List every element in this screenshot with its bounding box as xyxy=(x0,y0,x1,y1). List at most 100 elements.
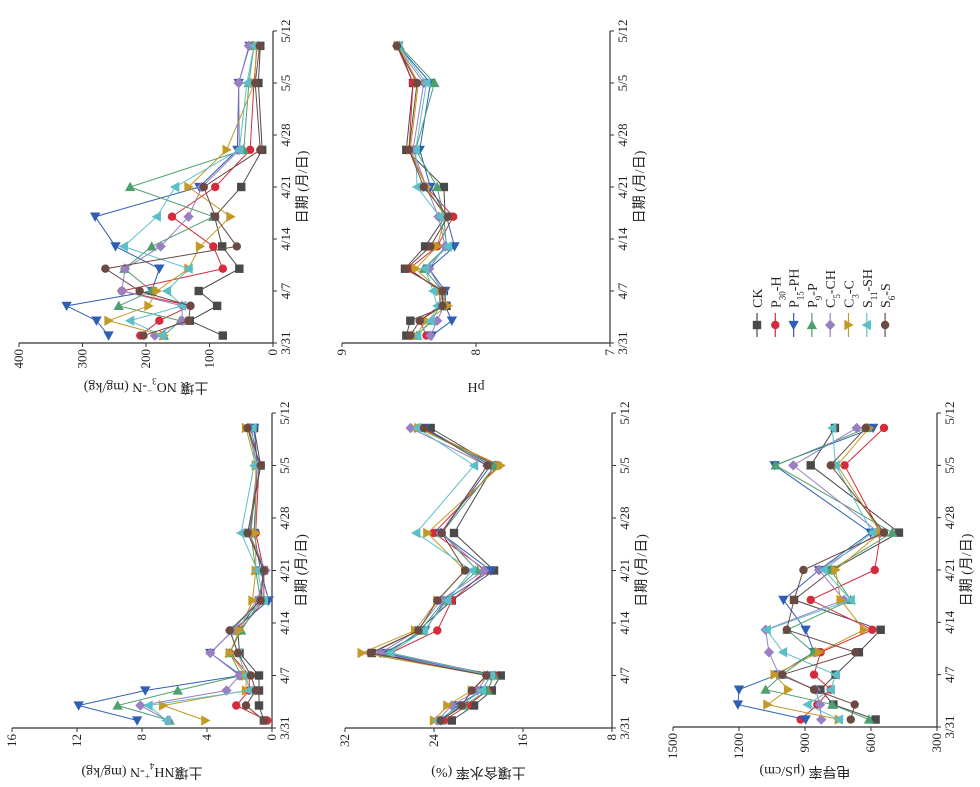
data-point xyxy=(404,145,414,155)
data-point xyxy=(438,286,447,296)
legend-item: S11-SH xyxy=(861,269,879,337)
x-tick-label: 4/21 xyxy=(617,559,632,582)
data-point xyxy=(496,460,506,471)
data-point xyxy=(871,715,880,724)
x-tick-label: 4/7 xyxy=(942,666,957,683)
data-point xyxy=(152,285,162,297)
legend-label-sub: 15 xyxy=(796,291,806,301)
data-point xyxy=(827,699,838,709)
y-axis-title: 土壤 NO3 −-N (mg/kg) xyxy=(83,376,208,396)
data-point xyxy=(438,301,447,311)
data-point xyxy=(233,77,244,89)
series-line xyxy=(368,427,489,721)
legend-item: P30-H xyxy=(769,276,787,337)
legend-marker xyxy=(752,320,762,330)
legend-label: C3-C xyxy=(843,280,861,308)
data-point xyxy=(814,699,826,710)
data-point xyxy=(870,565,879,575)
data-point xyxy=(879,423,889,433)
data-point xyxy=(443,300,454,312)
data-point xyxy=(218,331,228,340)
x-tick-label: 3/31 xyxy=(615,331,630,354)
y-axis-title: 电导率 (μS/cm) xyxy=(759,763,850,780)
x-tick-label: 4/14 xyxy=(617,611,632,635)
data-point xyxy=(248,40,259,52)
panel-ec: 3/31 4/7 4/14 4/21 4/28 5/5 5/12 300 600 900 1200 1… xyxy=(665,401,975,780)
y-tick-label: 8 xyxy=(468,349,483,356)
y-axis-title-sub: 4 xyxy=(149,761,154,771)
data-point xyxy=(256,145,265,155)
data-point xyxy=(770,460,781,470)
series-S11-SH xyxy=(118,40,259,341)
data-point xyxy=(406,316,415,325)
y-tick-label: 32 xyxy=(337,734,352,747)
data-point xyxy=(194,286,203,296)
y-tick-label: 300 xyxy=(929,733,944,753)
data-point xyxy=(218,264,228,273)
data-point xyxy=(427,285,438,297)
data-point xyxy=(256,596,265,605)
data-point xyxy=(176,300,187,312)
data-point xyxy=(139,331,148,340)
data-point xyxy=(167,212,177,221)
data-point xyxy=(818,564,829,576)
legend-label-base: P xyxy=(806,300,821,308)
x-tick-label: 5/12 xyxy=(617,401,632,424)
data-point xyxy=(433,626,442,635)
data-point xyxy=(863,714,875,724)
data-point xyxy=(415,316,424,325)
y-tick-label: 200 xyxy=(138,349,153,369)
data-point xyxy=(443,212,453,221)
data-point xyxy=(868,625,877,635)
x-axis-title: 日期 (月/日) xyxy=(634,534,650,607)
legend-label-tail: -SH xyxy=(861,269,876,292)
data-point xyxy=(410,144,420,156)
data-point xyxy=(154,264,165,274)
series-S6-S xyxy=(366,423,492,725)
data-point xyxy=(770,669,780,680)
x-tick-label: 5/5 xyxy=(278,75,293,92)
series-line xyxy=(379,427,489,721)
data-point xyxy=(482,671,491,680)
legend-label-tail: -CH xyxy=(824,270,839,294)
y-tick-label: 9 xyxy=(334,349,349,356)
data-point xyxy=(161,285,172,297)
data-point xyxy=(446,316,458,326)
legend-label-base: P xyxy=(788,300,803,308)
data-point xyxy=(761,624,771,636)
data-point xyxy=(116,285,128,297)
x-axis-title: 日期 (月/日) xyxy=(632,150,648,223)
y-tick-label: 1500 xyxy=(665,733,680,759)
legend-label: P15-PH xyxy=(788,269,806,308)
data-point xyxy=(809,670,819,679)
data-point xyxy=(777,647,788,658)
y-axis-title-sup: − xyxy=(147,386,152,396)
data-point xyxy=(135,700,146,711)
legend-label-sub: 9 xyxy=(814,295,824,300)
legend-marker xyxy=(788,320,799,331)
data-point xyxy=(184,316,193,325)
data-point xyxy=(161,715,171,726)
data-point xyxy=(110,242,121,252)
data-point xyxy=(867,527,877,538)
legend-marker xyxy=(806,319,818,330)
panel-moisture: 3/31 4/7 4/14 4/21 4/28 5/5 5/12 8 16 24 32 日期 (月/日… xyxy=(337,401,650,781)
data-point xyxy=(814,647,825,658)
x-axis-title: 日期 (月/日) xyxy=(294,534,310,607)
x-tick-label: 4/14 xyxy=(615,227,630,251)
data-point xyxy=(419,182,428,192)
data-point xyxy=(483,461,492,470)
legend-label-sub: 11 xyxy=(869,292,879,301)
data-point xyxy=(468,460,479,471)
x-tick-label: 4/7 xyxy=(277,667,292,684)
data-point xyxy=(247,422,257,434)
data-point xyxy=(799,565,808,575)
data-point xyxy=(392,41,402,51)
data-point xyxy=(778,670,787,679)
x-tick-label: 4/21 xyxy=(942,558,957,581)
data-point xyxy=(234,670,245,681)
data-point xyxy=(433,596,442,605)
data-point xyxy=(212,301,222,311)
x-tick-label: 5/12 xyxy=(277,401,292,424)
x-tick-label: 4/28 xyxy=(942,506,957,529)
